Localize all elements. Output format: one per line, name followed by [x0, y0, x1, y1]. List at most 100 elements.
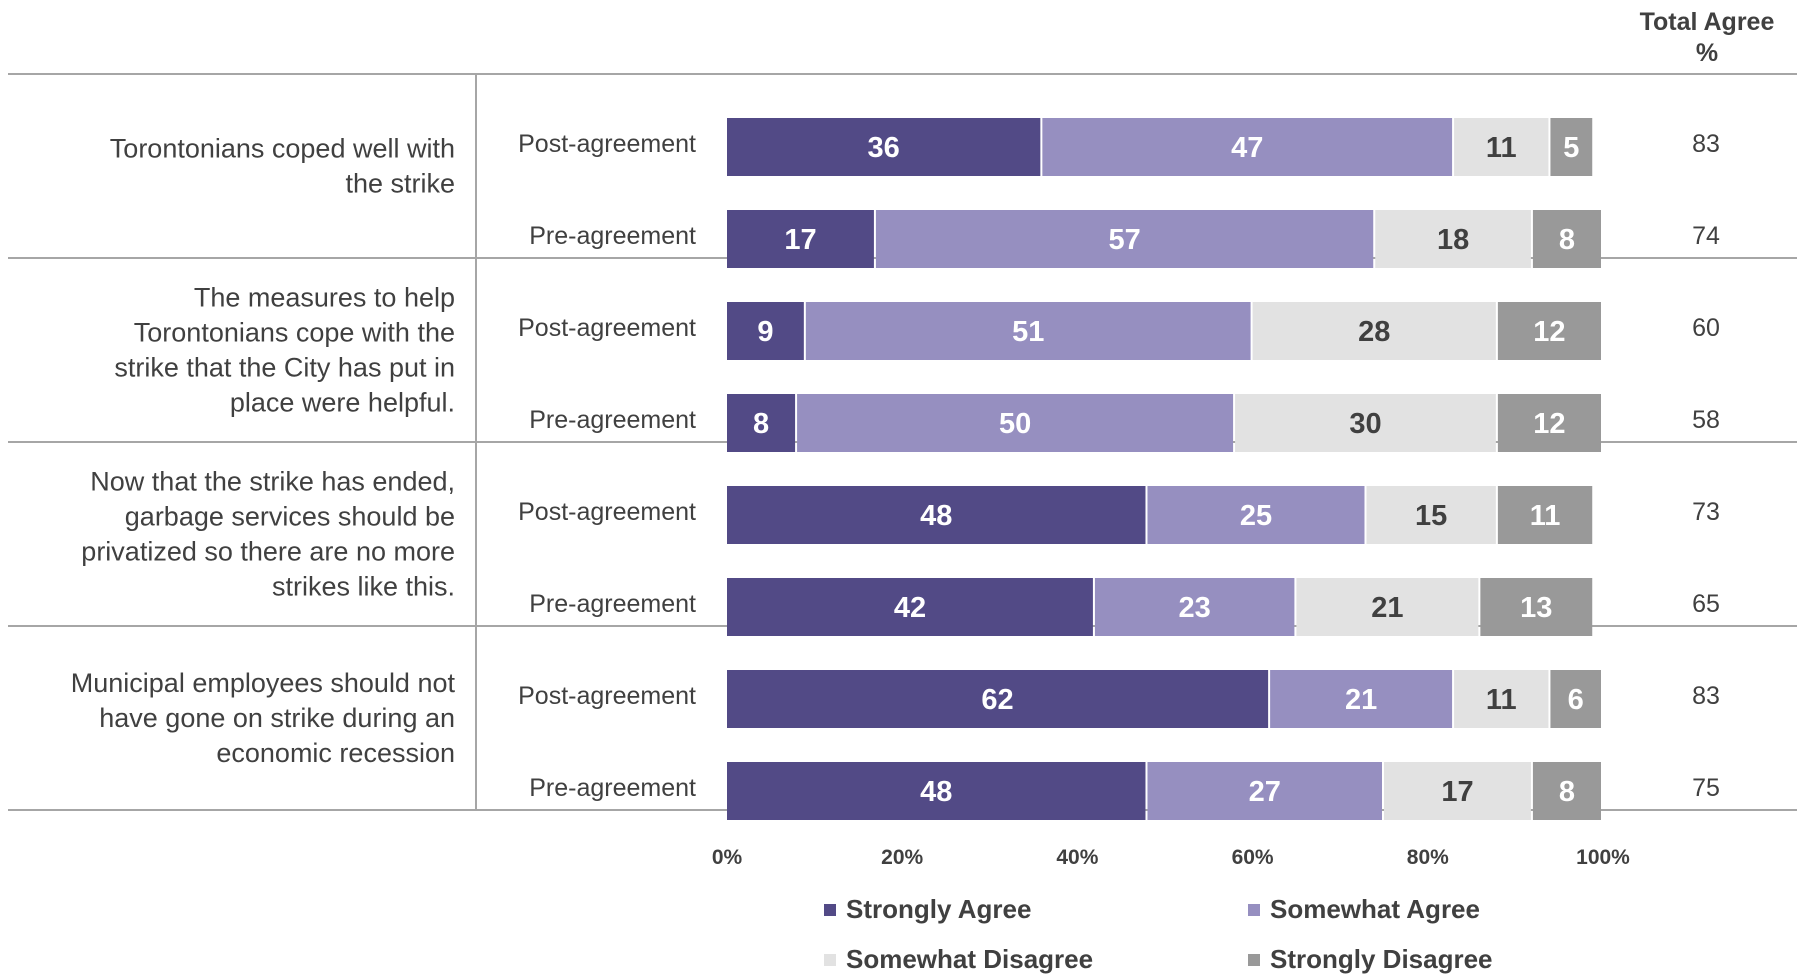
segment-value-label: 11	[1486, 684, 1517, 716]
segment-value-label: 30	[1349, 408, 1381, 440]
segment-value-label: 25	[1240, 500, 1272, 532]
question-label: have gone on strike during an	[99, 703, 455, 733]
total-agree-value: 65	[1692, 590, 1720, 618]
bar-segment-somewhat-disagree	[1454, 118, 1549, 176]
bar-segment-somewhat-disagree	[1296, 578, 1479, 636]
legend-swatch	[824, 954, 836, 966]
segment-value-label: 47	[1231, 132, 1263, 164]
bar-segment-strongly-agree	[727, 118, 1041, 176]
question-label: The measures to help	[194, 283, 455, 313]
segment-value-label: 6	[1568, 684, 1584, 716]
legend-swatch	[1248, 904, 1260, 916]
total-agree-value: 58	[1692, 406, 1720, 434]
legend-label: Somewhat Disagree	[846, 944, 1093, 974]
segment-value-label: 57	[1108, 224, 1140, 256]
bar-segment-strongly-disagree	[1497, 486, 1593, 544]
segment-value-label: 28	[1358, 316, 1390, 348]
legend-label: Strongly Disagree	[1270, 944, 1493, 974]
bar-segment-somewhat-disagree	[1252, 302, 1496, 360]
legend-label: Somewhat Agree	[1270, 894, 1480, 924]
question-label: Torontonians cope with the	[134, 318, 455, 348]
bar-segment-strongly-agree	[727, 762, 1146, 820]
bar-segment-somewhat-agree	[1094, 578, 1295, 636]
question-label: economic recession	[216, 738, 455, 768]
bar-segment-somewhat-agree	[1147, 486, 1365, 544]
question-label: garbage services should be	[125, 502, 455, 532]
question-label: privatized so there are no more	[81, 537, 455, 567]
x-tick-label: 60%	[1232, 846, 1274, 869]
total-agree-header: %	[1696, 39, 1718, 67]
total-agree-value: 73	[1692, 498, 1720, 526]
bar-segment-strongly-disagree	[1480, 578, 1593, 636]
legend-swatch	[824, 904, 836, 916]
bar-segment-somewhat-disagree	[1454, 670, 1549, 728]
bar-segment-somewhat-disagree	[1384, 762, 1531, 820]
segment-value-label: 51	[1012, 316, 1044, 348]
segment-value-label: 23	[1179, 592, 1211, 624]
segment-value-label: 48	[920, 500, 952, 532]
row-label: Pre-agreement	[529, 222, 696, 250]
segment-value-label: 12	[1533, 408, 1565, 440]
x-tick-label: 40%	[1056, 846, 1098, 869]
segment-value-label: 50	[999, 408, 1031, 440]
bar-segment-somewhat-agree	[1147, 762, 1382, 820]
segment-value-label: 18	[1437, 224, 1469, 256]
segment-value-label: 15	[1415, 500, 1447, 532]
segment-value-label: 17	[784, 224, 816, 256]
bar-segment-strongly-disagree	[1497, 302, 1601, 360]
segment-value-label: 13	[1520, 592, 1552, 624]
row-label: Post-agreement	[518, 130, 696, 158]
bar-segment-strongly-agree	[727, 670, 1269, 728]
bar-segment-somewhat-disagree	[1375, 210, 1531, 268]
segment-value-label: 8	[753, 408, 769, 440]
row-label: Post-agreement	[518, 682, 696, 710]
legend-label: Strongly Agree	[846, 894, 1031, 924]
bar-segment-somewhat-agree	[797, 394, 1234, 452]
segment-value-label: 62	[981, 684, 1013, 716]
bar-segment-strongly-disagree	[1532, 762, 1601, 820]
x-tick-label: 80%	[1407, 846, 1449, 869]
segment-value-label: 48	[920, 776, 952, 808]
bar-segment-somewhat-agree	[1042, 118, 1453, 176]
segment-value-label: 9	[757, 316, 773, 348]
bar-segment-somewhat-disagree	[1235, 394, 1496, 452]
bar-segment-somewhat-agree	[805, 302, 1251, 360]
row-label: Pre-agreement	[529, 774, 696, 802]
question-label: place were helpful.	[230, 388, 455, 418]
bar-segment-strongly-agree	[727, 302, 804, 360]
bar-segment-strongly-agree	[727, 578, 1093, 636]
total-agree-value: 75	[1692, 774, 1720, 802]
bar-segment-somewhat-agree	[875, 210, 1374, 268]
question-label: Torontonians coped well with	[110, 134, 455, 164]
total-agree-header: Total Agree	[1640, 8, 1775, 36]
bar-segment-strongly-disagree	[1550, 118, 1593, 176]
total-agree-value: 83	[1692, 682, 1720, 710]
bar-segment-strongly-disagree	[1550, 670, 1601, 728]
question-label: the strike	[345, 169, 455, 199]
question-label: strikes like this.	[272, 572, 455, 602]
total-agree-value: 74	[1692, 222, 1720, 250]
bar-segment-somewhat-agree	[1270, 670, 1453, 728]
bar-segment-strongly-disagree	[1532, 210, 1601, 268]
segment-value-label: 11	[1486, 132, 1517, 164]
segment-value-label: 21	[1345, 684, 1377, 716]
segment-value-label: 8	[1559, 776, 1575, 808]
bar-segment-strongly-agree	[727, 210, 874, 268]
segment-value-label: 21	[1371, 592, 1403, 624]
x-tick-label: 100%	[1576, 846, 1630, 869]
segment-value-label: 36	[868, 132, 900, 164]
segment-value-label: 12	[1533, 316, 1565, 348]
bar-segment-strongly-agree	[727, 394, 796, 452]
total-agree-value: 60	[1692, 314, 1720, 342]
bar-segment-strongly-disagree	[1497, 394, 1601, 452]
question-label: Now that the strike has ended,	[90, 467, 455, 497]
segment-value-label: 11	[1530, 500, 1561, 532]
total-agree-value: 83	[1692, 130, 1720, 158]
row-label: Post-agreement	[518, 314, 696, 342]
row-label: Post-agreement	[518, 498, 696, 526]
segment-value-label: 42	[894, 592, 926, 624]
row-label: Pre-agreement	[529, 590, 696, 618]
bar-segment-strongly-agree	[727, 486, 1146, 544]
bar-segment-somewhat-disagree	[1366, 486, 1496, 544]
